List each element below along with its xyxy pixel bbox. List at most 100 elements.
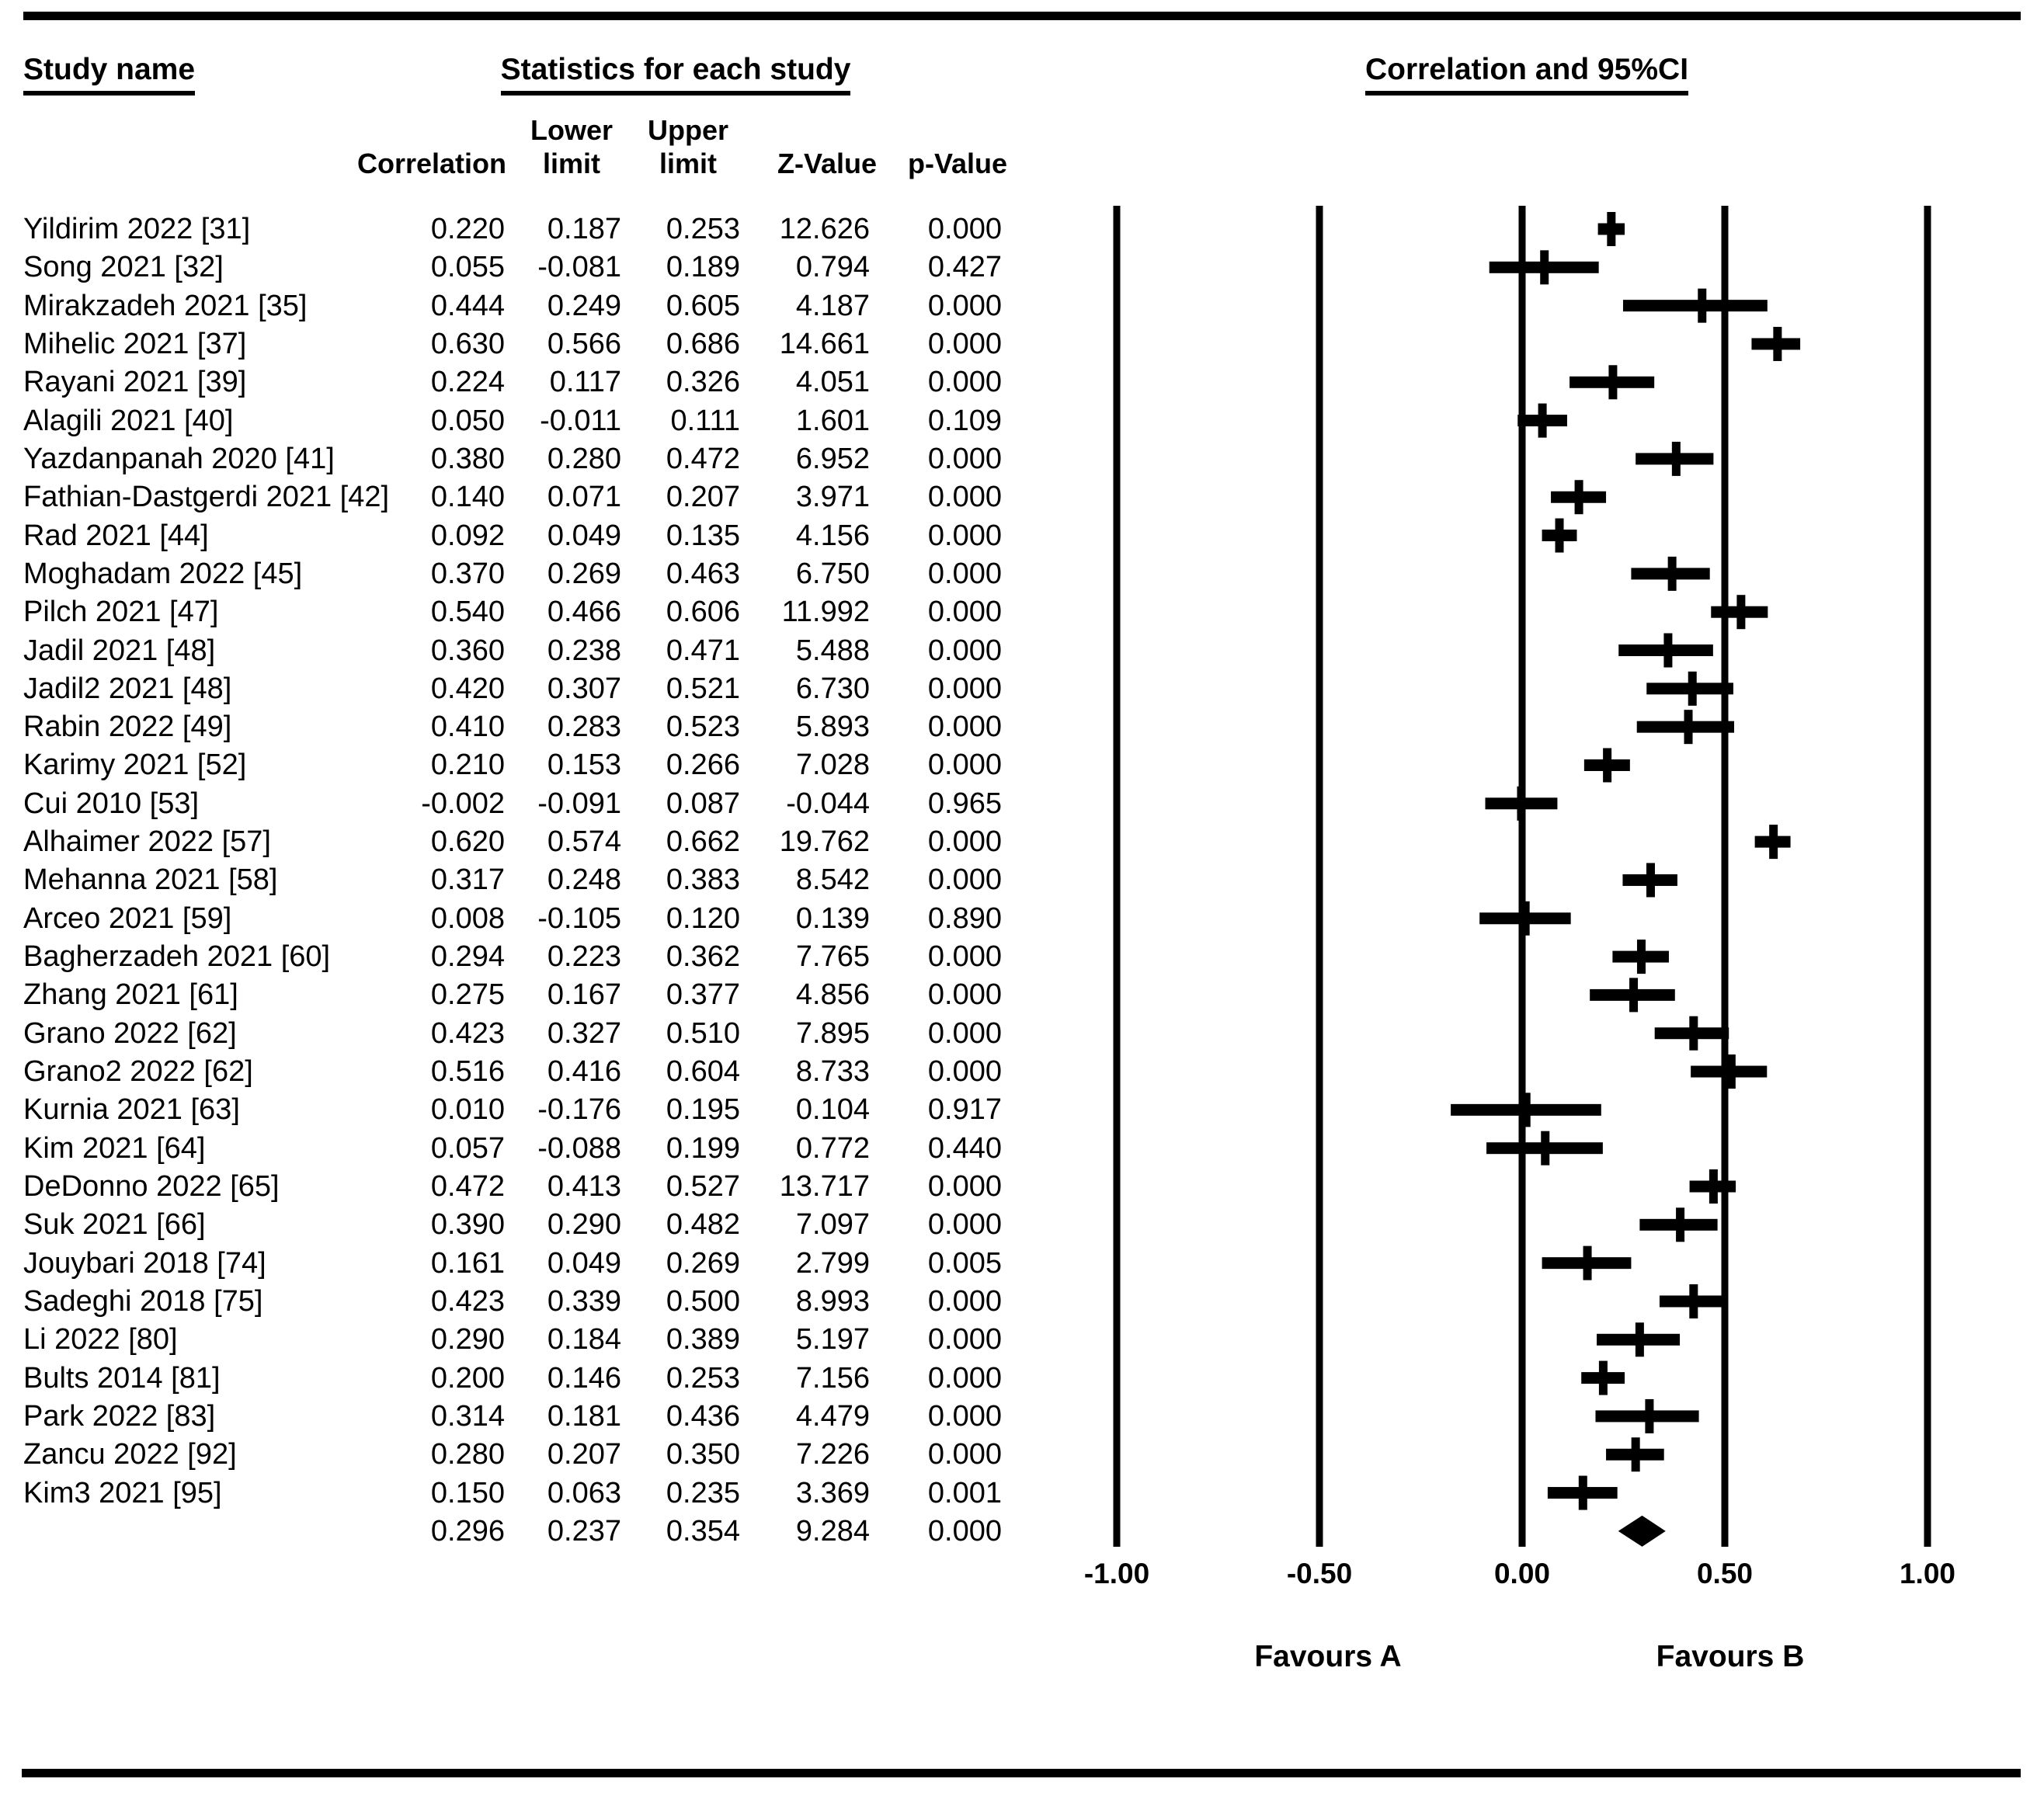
ci-header: Correlation and 95%CI xyxy=(1294,54,1760,96)
cell-correlation: 0.423 xyxy=(430,1284,505,1318)
cell-p: 0.000 xyxy=(927,1055,1002,1089)
cell-p: 0.917 xyxy=(927,1093,1002,1127)
cell-p: 0.000 xyxy=(927,1208,1002,1242)
cell-correlation: 0.057 xyxy=(430,1131,505,1165)
cell-lower: -0.091 xyxy=(537,787,621,820)
cell-upper: 0.207 xyxy=(666,481,740,514)
favours-a-label: Favours A xyxy=(1254,1640,1402,1673)
cell-upper: 0.389 xyxy=(666,1323,740,1357)
study-row: Grano2 2022 [62] 0.516 0.416 0.604 8.733 0.00… xyxy=(0,1052,1041,1091)
study-row: Alhaimer 2022 [57] 0.620 0.574 0.662 19.762 0… xyxy=(0,822,1041,861)
cell-upper: 0.326 xyxy=(666,366,740,399)
cell-z: 6.730 xyxy=(795,672,870,705)
study-name: Grano 2022 [62] xyxy=(23,1016,237,1050)
study-name: Mehanna 2021 [58] xyxy=(23,863,278,897)
point-estimate-tick xyxy=(1726,1054,1736,1089)
cell-p: 0.000 xyxy=(927,940,1002,974)
cell-upper: 0.605 xyxy=(666,289,740,322)
point-estimate-tick xyxy=(1631,1437,1640,1472)
study-row: Yazdanpanah 2020 [41] 0.380 0.280 0.472 6.95… xyxy=(0,439,1041,478)
point-estimate-tick xyxy=(1635,1322,1644,1357)
study-name: Alhaimer 2022 [57] xyxy=(23,825,271,859)
cell-p: 0.000 xyxy=(927,1170,1002,1203)
cell-z: 7.097 xyxy=(795,1208,870,1242)
cell-p: 0.000 xyxy=(927,557,1002,590)
cell-z: 4.051 xyxy=(795,366,870,399)
cell-p: 0.000 xyxy=(927,1284,1002,1318)
cell-lower: 0.283 xyxy=(547,710,621,744)
column-header-lower: Lower limit xyxy=(530,114,613,179)
cell-p: 0.000 xyxy=(927,749,1002,782)
cell-correlation: 0.275 xyxy=(430,978,505,1012)
cell-z: 5.893 xyxy=(795,710,870,744)
study-name: DeDonno 2022 [65] xyxy=(23,1170,280,1203)
point-estimate-tick xyxy=(1636,940,1646,974)
cell-lower: 0.223 xyxy=(547,940,621,974)
cell-p: 0.000 xyxy=(927,1323,1002,1357)
cell-upper: 0.463 xyxy=(666,557,740,590)
cell-correlation: 0.444 xyxy=(430,289,505,322)
cell-z: 2.799 xyxy=(795,1246,870,1280)
point-estimate-tick xyxy=(1578,1475,1587,1510)
cell-correlation: 0.630 xyxy=(430,327,505,360)
cell-lower: 0.416 xyxy=(547,1055,621,1089)
cell-correlation: 0.290 xyxy=(430,1323,505,1357)
cell-upper: 0.253 xyxy=(666,213,740,245)
cell-upper: 0.354 xyxy=(666,1514,740,1548)
cell-z: 5.488 xyxy=(795,634,870,667)
ci-bar xyxy=(1622,300,1768,312)
cell-p: 0.000 xyxy=(927,710,1002,744)
overall-row: 0.296 0.237 0.354 9.284 0.000 xyxy=(0,1512,1041,1551)
point-estimate-tick xyxy=(1555,518,1564,553)
cell-z: 7.156 xyxy=(795,1361,870,1395)
cell-z: 4.156 xyxy=(795,519,870,552)
study-row: Mirakzadeh 2021 [35] 0.444 0.249 0.605 4.187… xyxy=(0,287,1041,325)
cell-upper: 0.527 xyxy=(666,1170,740,1203)
ci-header-text: Correlation and 95%CI xyxy=(1364,54,1689,96)
point-estimate-tick xyxy=(1603,748,1612,783)
cell-correlation: 0.008 xyxy=(430,901,505,935)
cell-p: 0.000 xyxy=(927,825,1002,859)
study-row: Sadeghi 2018 [75] 0.423 0.339 0.500 8.993 0.0… xyxy=(0,1282,1041,1321)
cell-p: 0.965 xyxy=(927,787,1002,820)
top-rule xyxy=(23,12,2021,20)
study-row: Jadil2 2021 [48] 0.420 0.307 0.521 6.730 0.00… xyxy=(0,669,1041,708)
point-estimate-tick xyxy=(1540,250,1549,285)
cell-lower: -0.105 xyxy=(537,901,621,935)
axis-tick-label-1.00: 1.00 xyxy=(1899,1558,1955,1589)
cell-lower: 0.117 xyxy=(549,366,621,399)
favours-b-label: Favours B xyxy=(1656,1640,1805,1673)
study-name: Grano2 2022 [62] xyxy=(23,1055,253,1089)
cell-upper: 0.436 xyxy=(666,1399,740,1433)
point-estimate-tick xyxy=(1709,1169,1718,1204)
cell-p: 0.427 xyxy=(927,251,1002,284)
study-name: Alagili 2021 [40] xyxy=(23,404,234,437)
point-estimate-tick xyxy=(1769,825,1778,860)
cell-z: 8.993 xyxy=(795,1284,870,1318)
cell-p: 0.000 xyxy=(927,596,1002,629)
study-row: Bagherzadeh 2021 [60] 0.294 0.223 0.362 7.76… xyxy=(0,937,1041,976)
cell-z: 9.284 xyxy=(795,1514,870,1548)
cell-z: 14.661 xyxy=(779,327,870,360)
point-estimate-tick xyxy=(1541,1131,1550,1165)
cell-z: 3.971 xyxy=(795,481,870,514)
gridline-0.00 xyxy=(1518,206,1526,1547)
statistics-header: Statistics for each study xyxy=(443,54,909,96)
study-name: Suk 2021 [66] xyxy=(23,1208,206,1242)
cell-upper: 0.235 xyxy=(666,1476,740,1509)
cell-upper: 0.482 xyxy=(666,1208,740,1242)
study-row: Park 2022 [83] 0.314 0.181 0.436 4.479 0.000 xyxy=(0,1397,1041,1436)
cell-p: 0.440 xyxy=(927,1131,1002,1165)
cell-correlation: -0.002 xyxy=(421,787,505,820)
axis-tick-label--1.00: -1.00 xyxy=(1083,1558,1150,1589)
cell-z: 8.542 xyxy=(795,863,870,897)
study-row: Kim3 2021 [95] 0.150 0.063 0.235 3.369 0.001 xyxy=(0,1474,1041,1513)
cell-z: 3.369 xyxy=(795,1476,870,1509)
point-estimate-tick xyxy=(1667,556,1677,591)
cell-upper: 0.510 xyxy=(666,1016,740,1050)
cell-z: 19.762 xyxy=(779,825,870,859)
cell-lower: 0.184 xyxy=(547,1323,621,1357)
cell-z: 13.717 xyxy=(779,1170,870,1203)
cell-upper: 0.662 xyxy=(666,825,740,859)
cell-correlation: 0.360 xyxy=(430,634,505,667)
